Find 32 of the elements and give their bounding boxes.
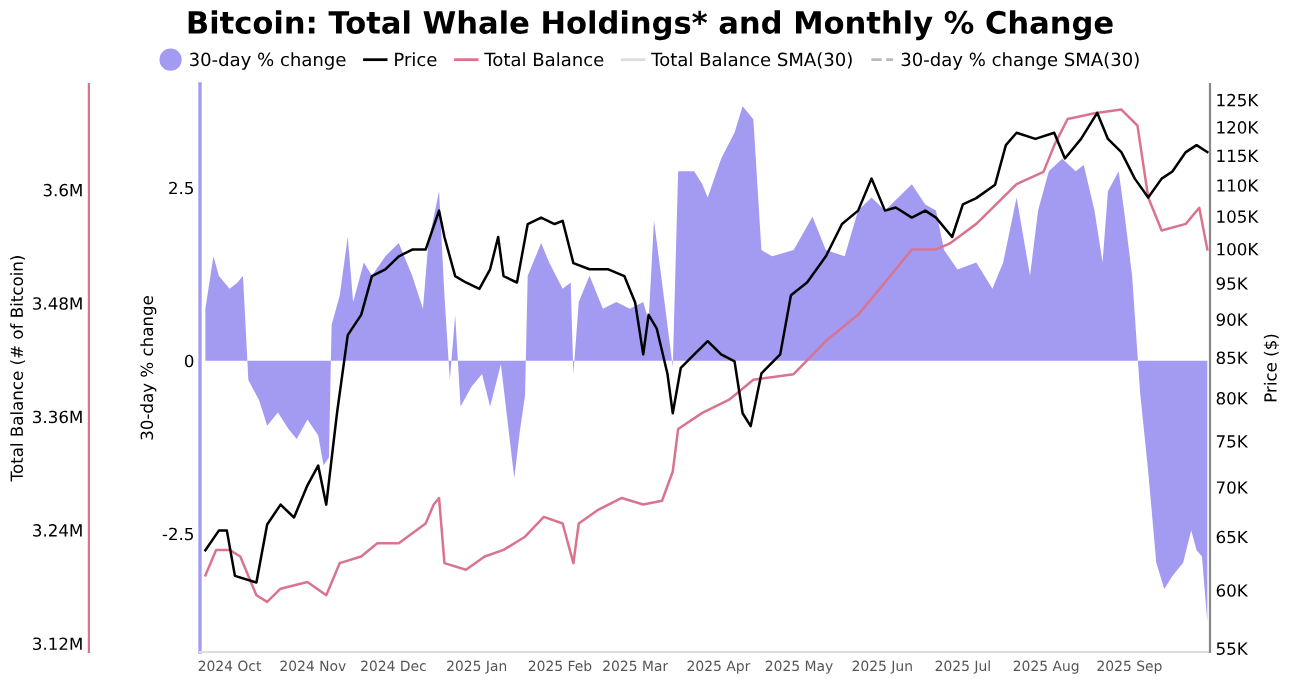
legend-label: Total Balance xyxy=(484,52,604,67)
y-axis-title: Total Balance (# of Bitcoin) xyxy=(10,256,26,482)
legend-label: Total Balance SMA(30) xyxy=(651,52,852,69)
y3-axis-title: 30-day % change xyxy=(140,296,157,440)
y2-tick-label: 75K xyxy=(1216,435,1249,448)
y-tick-label: 3.12M xyxy=(33,637,82,651)
y3-tick-label: 0 xyxy=(184,354,194,368)
y2-tick-label: 90K xyxy=(1216,313,1249,326)
y2-axis-title: Price ($) xyxy=(1263,334,1279,402)
y2-tick-label: 120K xyxy=(1217,121,1259,134)
y2-tick-label: 110K xyxy=(1217,179,1259,192)
y-tick-label: 3.6M xyxy=(43,183,82,197)
y2-tick-label: 115K xyxy=(1217,149,1259,163)
y2-tick-label: 95K xyxy=(1216,277,1249,290)
y2-tick-label: 125K xyxy=(1217,93,1259,107)
y2-tick-label: 80K xyxy=(1216,391,1249,405)
y2-tick-label: 85K xyxy=(1216,351,1249,365)
chart-title: Bitcoin: Total Whale Holdings* and Monthly % Change xyxy=(188,10,1113,41)
y-tick-label: 3.48M xyxy=(33,297,82,310)
legend-label: Price xyxy=(395,52,437,67)
y2-tick-label: 55K xyxy=(1216,642,1249,655)
y3-tick-label: 2.5 xyxy=(169,181,193,195)
y2-tick-label: 60K xyxy=(1216,584,1249,597)
y2-tick-label: 65K xyxy=(1216,530,1249,544)
y3-tick-label: -2.5 xyxy=(162,527,193,541)
y2-tick-label: 100K xyxy=(1217,242,1259,256)
legend-label: 30-day % change xyxy=(190,52,346,70)
y2-tick-label: 105K xyxy=(1217,210,1259,223)
y-tick-label: 3.24M xyxy=(33,524,82,537)
y-tick-label: 3.36M xyxy=(33,410,82,424)
legend-label: 30-day % change SMA(30) xyxy=(901,52,1139,70)
y2-tick-label: 70K xyxy=(1216,481,1249,494)
